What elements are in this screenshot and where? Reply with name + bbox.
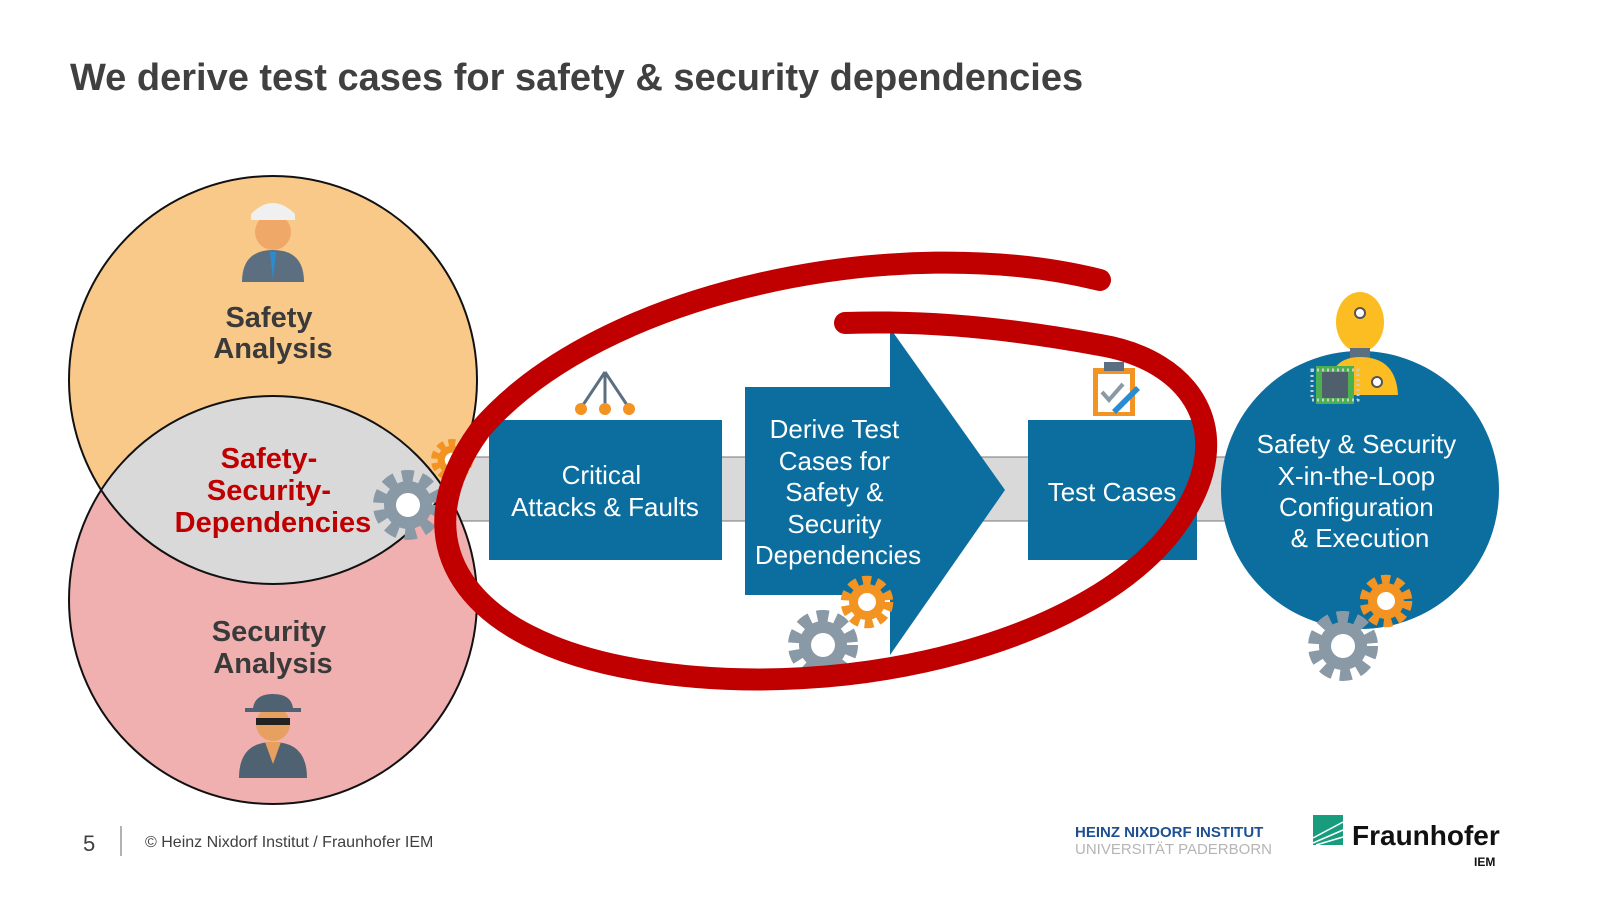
page-number: 5 — [83, 831, 95, 856]
gear-icon — [1315, 618, 1371, 674]
safety-engineer-icon — [242, 203, 304, 282]
page-title: We derive test cases for safety & securi… — [70, 57, 1083, 99]
copyright: © Heinz Nixdorf Institut / Fraunhofer IE… — [145, 834, 433, 851]
fraunhofer-logo: Fraunhofer IEM — [1312, 815, 1500, 869]
highlight-ellipse — [434, 251, 1218, 691]
attacker-icon — [239, 694, 307, 778]
security-analysis-label: Security Analysis — [212, 616, 335, 680]
dependencies-label: Safety- Security- Dependencies — [175, 443, 372, 539]
microchip-icon — [1310, 366, 1360, 404]
svg-text:IEM: IEM — [1474, 855, 1495, 869]
svg-text:HEINZ NIXDORF INSTITUT: HEINZ NIXDORF INSTITUT — [1075, 824, 1263, 841]
step-critical-attacks-faults: Critical Attacks & Faults — [489, 371, 722, 560]
step2-label: Derive Test Cases for Safety & Security … — [755, 414, 921, 570]
gear-icon — [846, 581, 888, 623]
step-test-cases: Test Cases — [1028, 362, 1197, 560]
clipboard-icon — [1093, 362, 1140, 416]
step3-label: Test Cases — [1048, 477, 1177, 507]
step-xil-execution: Safety & Security X-in-the-Loop Configur… — [1221, 292, 1499, 674]
svg-text:Fraunhofer: Fraunhofer — [1352, 820, 1500, 851]
hni-logo: HEINZ NIXDORF INSTITUT UNIVERSITÄT PADER… — [1075, 824, 1272, 858]
step4-label: Safety & Security X-in-the-Loop Configur… — [1257, 429, 1464, 553]
step-derive-test-cases: Derive Test Cases for Safety & Security … — [745, 328, 1005, 673]
fault-tree-icon — [575, 371, 635, 415]
safety-analysis-label: Safety Analysis — [213, 302, 332, 365]
svg-text:UNIVERSITÄT PADERBORN: UNIVERSITÄT PADERBORN — [1075, 841, 1272, 858]
venn-diagram: Safety Analysis Safety- Security- Depend… — [68, 175, 478, 805]
step1-label: Critical Attacks & Faults — [511, 460, 699, 522]
